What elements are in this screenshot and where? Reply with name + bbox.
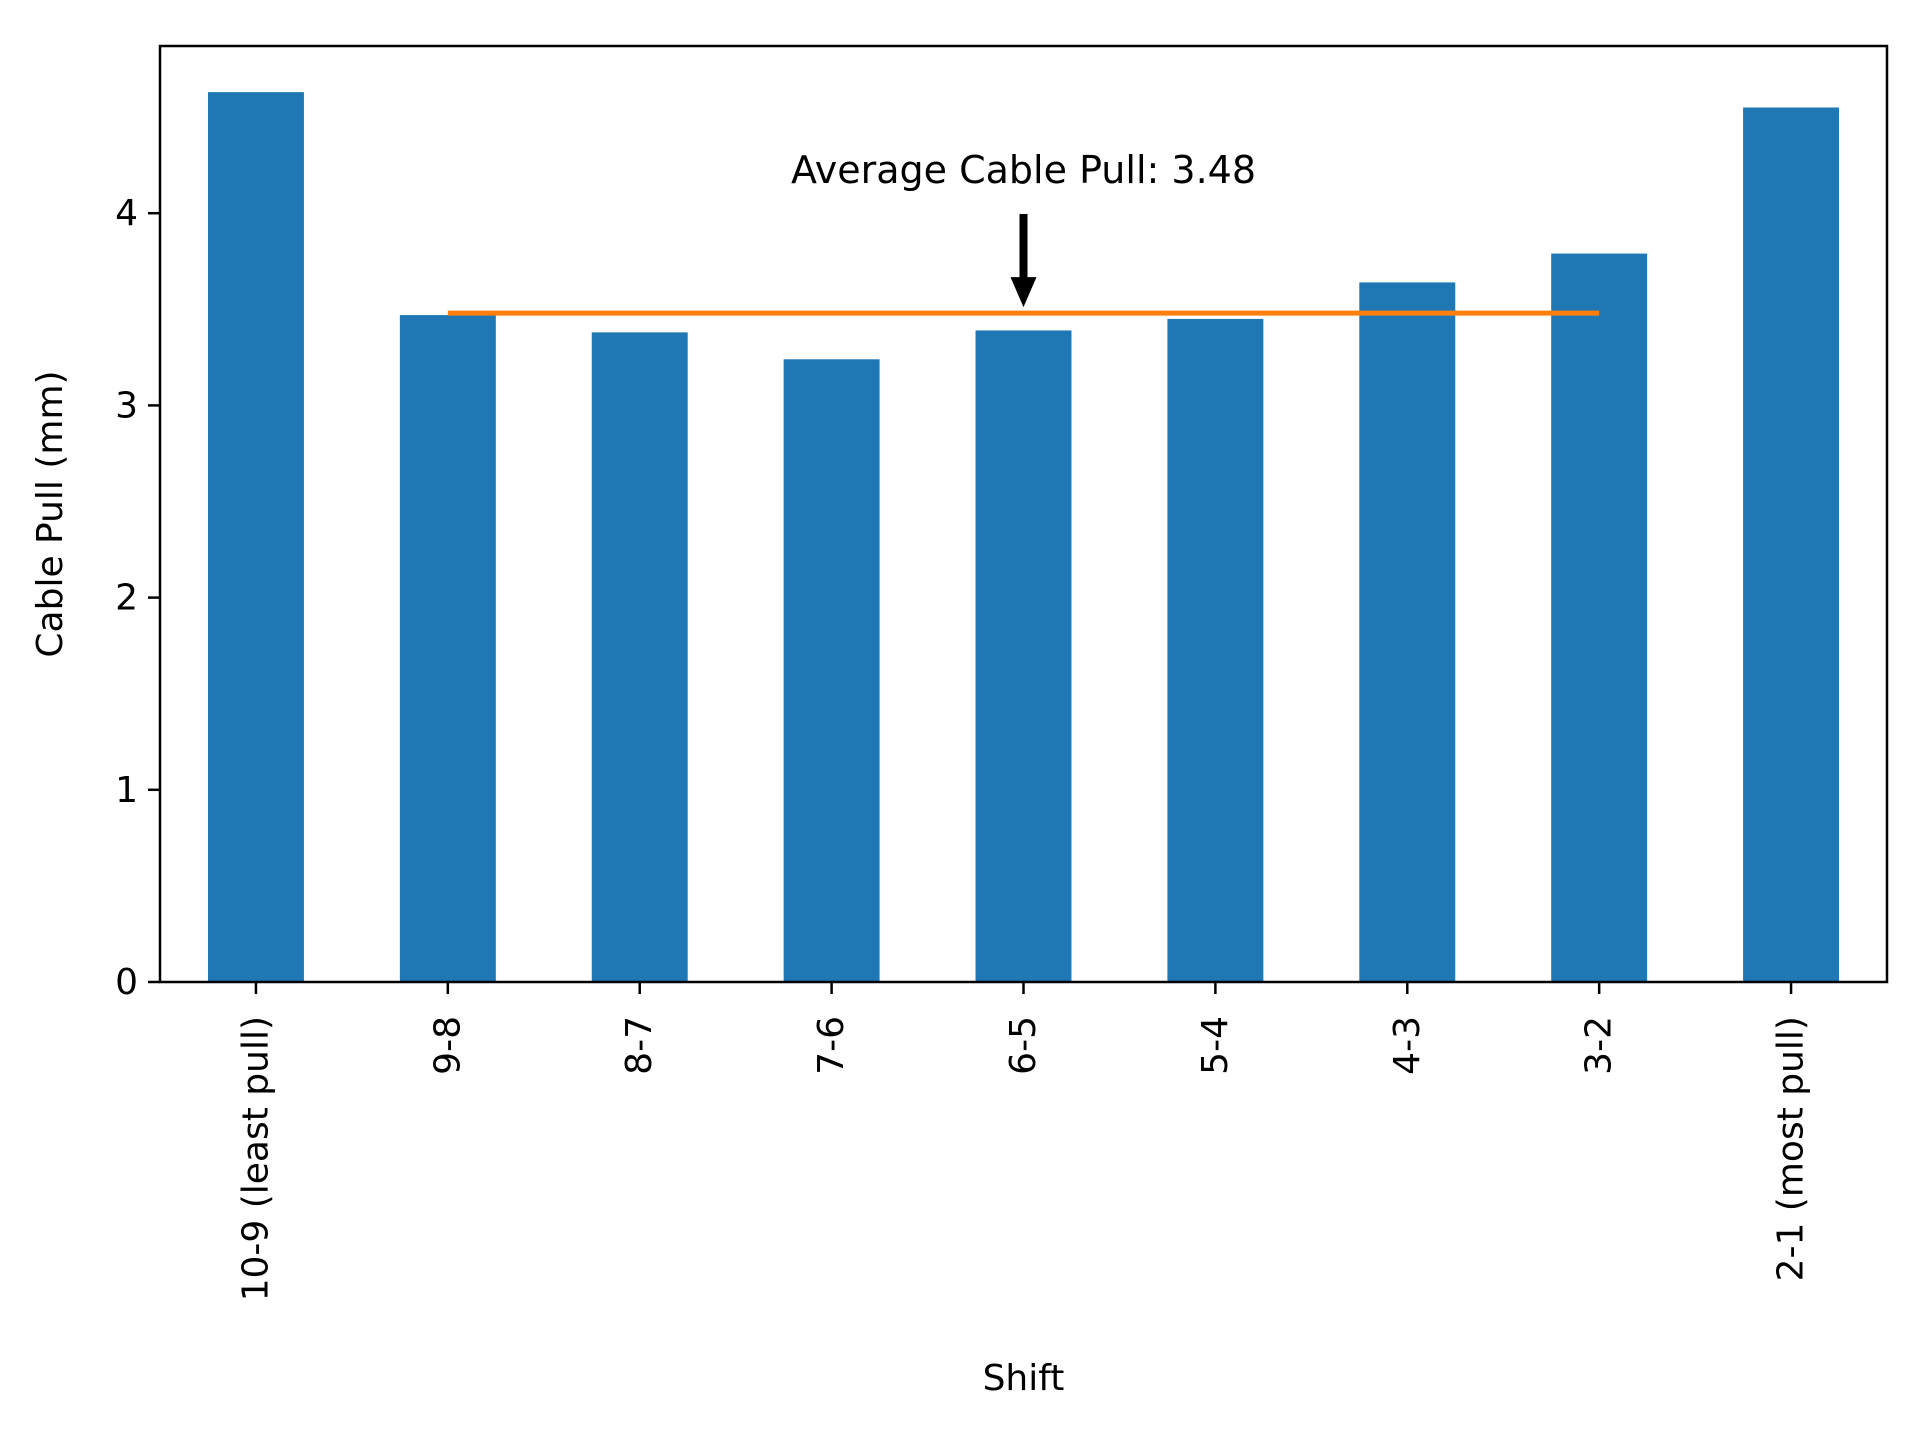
- x-tick-label: 3-2: [1579, 1016, 1620, 1075]
- y-tick-label: 3: [115, 385, 138, 426]
- axes-layer: 0 1 2 3 4 10-9 (least pull) 9-8 8-7 7-6 6-5 5-4 4-3…: [115, 44, 1889, 1301]
- y-tick-label: 1: [115, 770, 138, 811]
- annotation-layer: Average Cable Pull: 3.48: [791, 148, 1256, 308]
- bar-8-7: [591, 332, 688, 982]
- y-tick-label: 0: [115, 962, 138, 1003]
- y-tick-label: 4: [115, 193, 138, 234]
- y-tick-label: 2: [115, 578, 138, 619]
- annotation-arrow-head: [1010, 277, 1037, 308]
- bar-2-1: [1743, 107, 1840, 983]
- bar-4-3: [1359, 282, 1456, 982]
- average-annotation-label: Average Cable Pull: 3.48: [791, 148, 1256, 192]
- bar-7-6: [783, 359, 880, 982]
- x-tick-label: 5-4: [1195, 1016, 1236, 1075]
- y-axis-title: Cable Pull (mm): [30, 370, 71, 657]
- x-tick-label: 10-9 (least pull): [235, 1016, 276, 1301]
- bar-6-5: [975, 330, 1072, 982]
- x-tick-label: 8-7: [619, 1016, 660, 1075]
- bar-5-4: [1167, 318, 1264, 982]
- bar-9-8: [399, 315, 496, 982]
- x-tick-label: 4-3: [1387, 1016, 1428, 1075]
- x-tick-label: 7-6: [811, 1016, 852, 1075]
- x-axis-title: Shift: [983, 1358, 1065, 1399]
- bar-10-9: [207, 92, 304, 982]
- x-tick-label: 2-1 (most pull): [1771, 1016, 1812, 1281]
- bars-layer: [207, 92, 1840, 983]
- bar-3-2: [1551, 253, 1648, 983]
- x-tick-label: 9-8: [427, 1016, 468, 1075]
- x-tick-label: 6-5: [1003, 1016, 1044, 1075]
